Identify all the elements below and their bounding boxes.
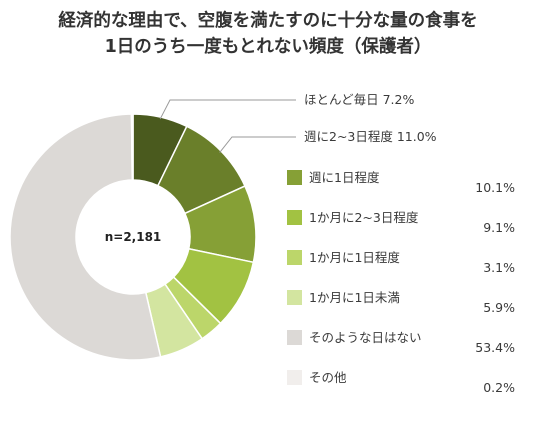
- callout-leaders: ほとんど毎日 7.2% 週に2~3日程度 11.0%: [159, 92, 437, 153]
- legend-value-5: 3.1%: [483, 260, 515, 275]
- legend-label-7: そのような日はない: [309, 330, 422, 345]
- legend-swatch-5: [287, 250, 302, 265]
- legend-value-4: 9.1%: [483, 220, 515, 235]
- chart-title: 経済的な理由で、空腹を満たすのに十分な量の食事を 1日のうち一度もとれない頻度（…: [0, 8, 536, 60]
- legend-swatch-6: [287, 290, 302, 305]
- legend-swatch-7: [287, 330, 302, 345]
- sample-size-label: n=2,181: [105, 230, 162, 244]
- legend-label-3: 週に1日程度: [309, 170, 380, 185]
- chart-title-line-2: 1日のうち一度もとれない頻度（保護者）: [104, 37, 432, 57]
- legend-label-4: 1か月に2~3日程度: [309, 210, 419, 225]
- donut-slice-8: [130, 113, 134, 181]
- legend-label-6: 1か月に1日未満: [309, 290, 400, 305]
- chart-title-line-1: 経済的な理由で、空腹を満たすのに十分な量の食事を: [58, 11, 478, 31]
- legend-value-6: 5.9%: [483, 300, 515, 315]
- legend: 週に1日程度 10.1% 1か月に2~3日程度 9.1% 1か月に1日程度 3.1% 1か月…: [287, 170, 515, 395]
- legend-swatch-3: [287, 170, 302, 185]
- legend-swatch-4: [287, 210, 302, 225]
- callout-label-2: 週に2~3日程度 11.0%: [304, 129, 437, 144]
- legend-value-7: 53.4%: [475, 340, 515, 355]
- legend-value-8: 0.2%: [483, 380, 515, 395]
- legend-label-5: 1か月に1日程度: [309, 250, 400, 265]
- legend-swatch-8: [287, 370, 302, 385]
- callout-leader-2: [219, 136, 296, 153]
- legend-value-3: 10.1%: [475, 180, 515, 195]
- callout-label-1: ほとんど毎日 7.2%: [304, 92, 414, 107]
- legend-label-8: その他: [309, 370, 347, 385]
- callout-leader-1: [159, 99, 296, 120]
- donut-slices: [9, 113, 257, 361]
- donut-slice-7: [9, 113, 162, 361]
